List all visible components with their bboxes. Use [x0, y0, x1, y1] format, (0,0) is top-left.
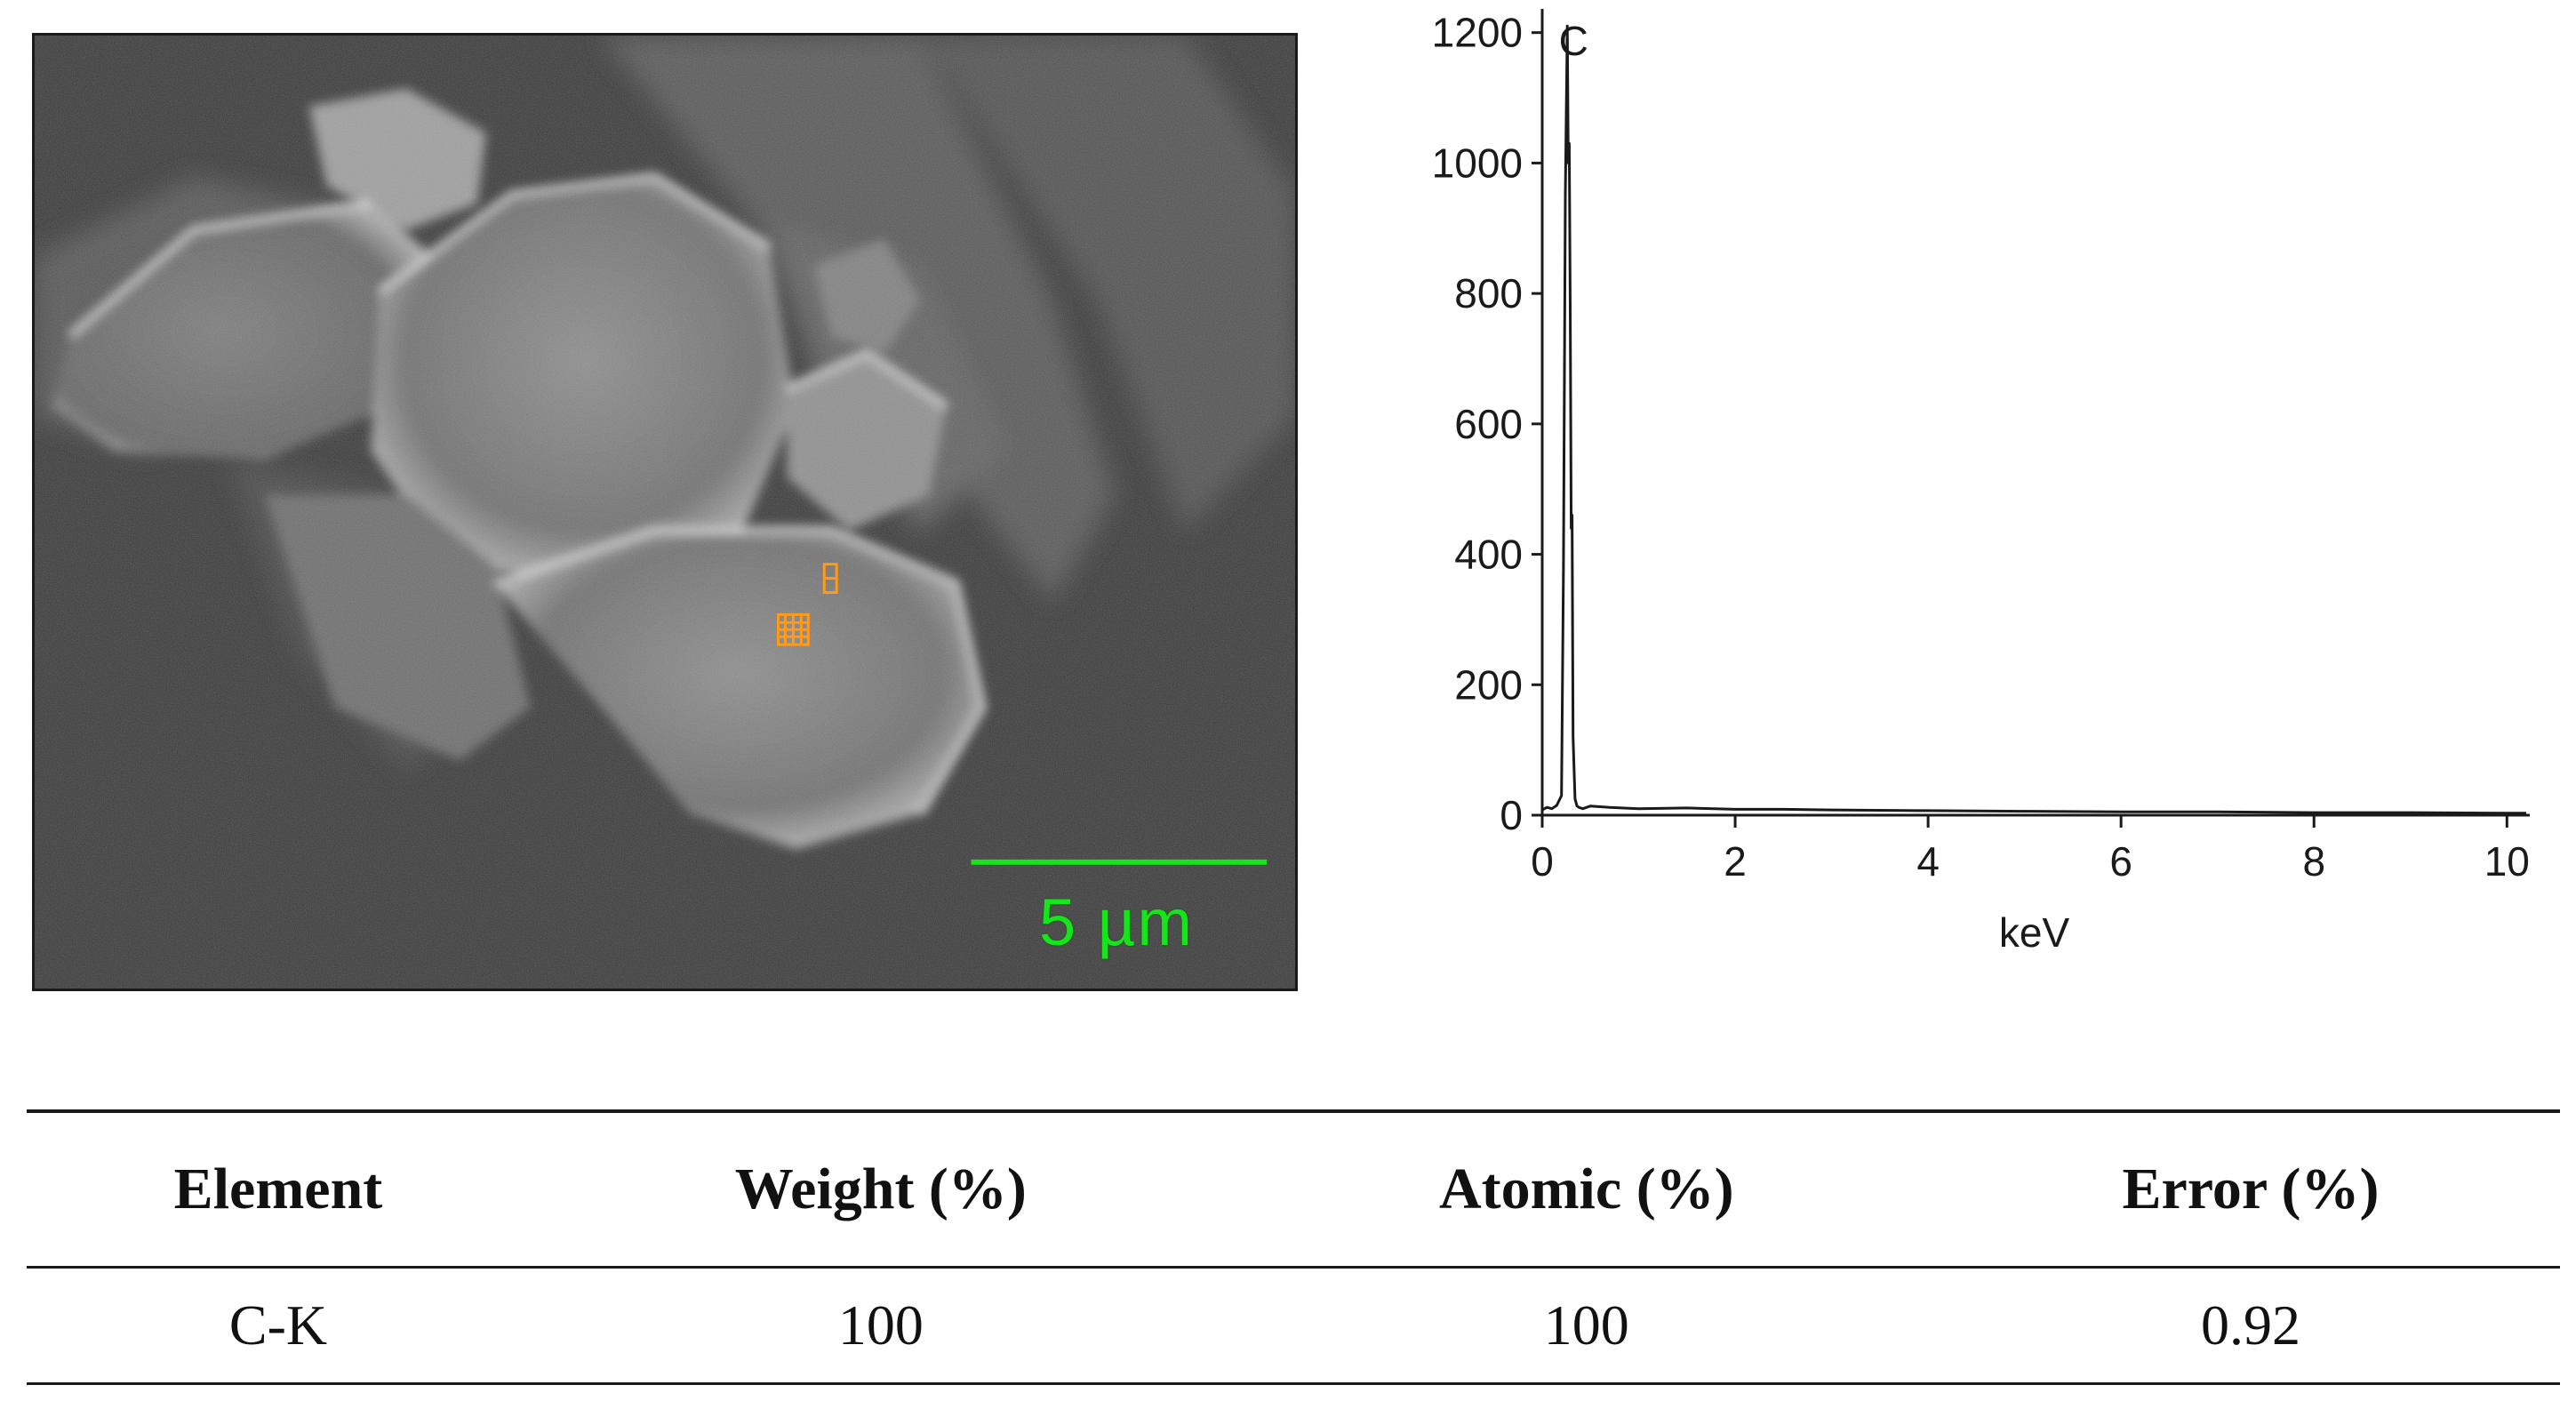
spot-marker-small — [822, 563, 838, 594]
x-axis-label: keV — [1999, 909, 2070, 956]
header-weight: Weight (%) — [529, 1109, 1232, 1269]
scale-bar-label: 5 µm — [1039, 885, 1194, 959]
header-error: Error (%) — [1940, 1109, 2560, 1269]
x-tick-label: 2 — [1724, 838, 1747, 885]
header-atomic: Atomic (%) — [1231, 1109, 1941, 1269]
y-tick-label: 800 — [1454, 270, 1523, 316]
spot-marker — [776, 612, 810, 646]
y-tick-label: 600 — [1454, 401, 1523, 447]
spectrum-line — [1541, 24, 2526, 815]
eds-spectrum-chart: 0 200 400 600 800 1000 1200 0 2 4 6 8 10 keV C — [1432, 9, 2530, 956]
y-tick-label: 0 — [1500, 792, 1523, 838]
cell-atomic: 100 — [1231, 1267, 1941, 1385]
cell-error: 0.92 — [1940, 1267, 2560, 1385]
sem-micrograph: 5 µm — [32, 33, 1298, 991]
y-tick-label: 1000 — [1432, 140, 1523, 186]
y-tick-label: 1200 — [1432, 10, 1523, 56]
x-tick-label: 8 — [2302, 838, 2325, 885]
x-tick-label: 6 — [2109, 838, 2132, 885]
chart-axes — [1540, 9, 2530, 817]
y-tick-label: 400 — [1454, 532, 1523, 578]
x-tick-label: 0 — [1531, 838, 1554, 885]
x-tick-label: 4 — [1916, 838, 1940, 885]
sem-image-graphic — [35, 36, 1295, 989]
cell-element: C-K — [27, 1267, 530, 1385]
chart-ticks: 0 200 400 600 800 1000 1200 0 2 4 6 8 10 — [1432, 10, 2530, 885]
cell-weight: 100 — [529, 1267, 1232, 1385]
x-tick-label: 10 — [2484, 838, 2530, 885]
chart-plot-area — [1541, 24, 2526, 815]
peak-annotation-c: C — [1559, 18, 1588, 64]
table-row: C-K 100 100 0.92 — [27, 1267, 2560, 1385]
y-tick-label: 200 — [1454, 661, 1523, 708]
eds-composition-table: Element Weight (%) Atomic (%) Error (%) … — [27, 1109, 2560, 1385]
table-header-row: Element Weight (%) Atomic (%) Error (%) — [27, 1109, 2560, 1269]
header-element: Element — [27, 1109, 530, 1269]
